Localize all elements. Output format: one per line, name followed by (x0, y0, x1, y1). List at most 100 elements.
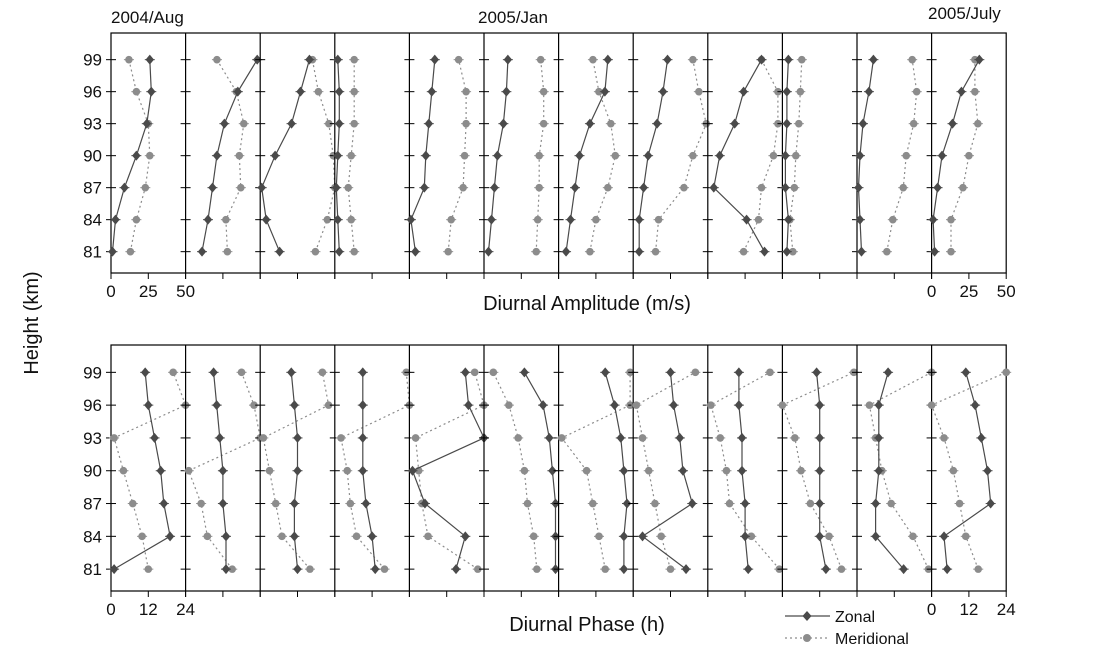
phase-meridional-point (638, 434, 647, 442)
phase-zonal-point (548, 465, 557, 476)
amp-meridional-point (535, 151, 544, 160)
phase-zonal-point (688, 498, 697, 509)
amp-meridional-point (213, 55, 221, 64)
phase-zonal-point (619, 531, 629, 542)
phase-meridional-point (119, 466, 128, 475)
amp-meridional-point (532, 247, 541, 256)
amp-meridional-point (444, 247, 452, 256)
amp-meridional-point (350, 119, 358, 128)
phase-zonal-point (619, 564, 629, 575)
amp-y-tick-label: 96 (83, 83, 102, 102)
amp-zonal-point (212, 150, 222, 161)
phase-meridional-point (927, 401, 936, 409)
amp-panel-8 (628, 33, 712, 279)
amp-zonal-point (570, 182, 580, 193)
phase-zonal-point (215, 432, 224, 443)
amp-zonal-point (257, 182, 266, 193)
phase-meridional-point (144, 565, 153, 573)
amp-x-tick-label: 0 (106, 282, 115, 301)
phase-zonal-point (144, 400, 153, 411)
phase-zonal-point (616, 432, 625, 443)
phase-zonal-point (622, 498, 632, 509)
phase-zonal-point (874, 400, 883, 411)
amp-meridional-point (347, 215, 356, 224)
phase-meridional-point (169, 368, 177, 377)
phase-zonal-point (221, 564, 231, 575)
phase-meridional-point (197, 499, 205, 508)
amp-zonal-point (305, 54, 314, 65)
phase-meridional-point (352, 532, 361, 541)
phase-meridional-point (265, 466, 274, 475)
phase-y-tick-label: 96 (83, 396, 102, 415)
amp-zonal-point (108, 246, 117, 257)
amp-meridional-point (462, 87, 470, 96)
phase-zonal-point (358, 432, 367, 443)
amp-panel-12 (926, 33, 1007, 279)
amp-panel-6 (479, 33, 560, 279)
amp-zonal-point (930, 246, 939, 257)
amp-y-tick-label: 99 (83, 51, 102, 70)
amp-zonal-point (855, 150, 865, 161)
amp-meridional-point (883, 247, 891, 256)
amp-zonal-point (132, 150, 141, 161)
phase-zonal-point (290, 498, 299, 509)
amp-meridional-point (795, 119, 803, 128)
phase-zonal-point (209, 367, 218, 378)
phase-zonal-point (812, 367, 821, 378)
phase-zonal-point (815, 432, 824, 443)
amp-zonal-point (142, 118, 152, 129)
amp-meridional-point (586, 247, 594, 256)
phase-meridional-point (1002, 368, 1010, 377)
amp-zonal-point (566, 214, 575, 225)
phase-zonal-point (464, 400, 473, 411)
amp-meridional-point (908, 55, 917, 64)
phase-zonal-point (461, 367, 470, 378)
amp-zonal-point (275, 246, 284, 257)
amp-zonal-point (487, 214, 496, 225)
amp-zonal-point (715, 150, 724, 161)
amp-zonal-point (730, 118, 739, 129)
phase-zonal-point (367, 531, 377, 542)
amp-zonal-point (335, 246, 344, 257)
phase-zonal-point (358, 367, 367, 378)
amp-zonal-point (782, 118, 792, 129)
amp-zonal-point (406, 214, 416, 225)
amp-x-tick-label: 25 (139, 282, 158, 301)
phase-x-tick-label: 24 (997, 600, 1016, 619)
phase-zonal-point (140, 367, 150, 378)
amp-meridional-point (651, 247, 660, 256)
phase-zonal-point (545, 432, 554, 443)
legend: Zonal Meridional (785, 609, 909, 648)
phase-meridional-point (651, 499, 659, 508)
amp-zonal-point (864, 86, 874, 97)
phase-meridional-point (514, 434, 522, 442)
phase-panel-6 (479, 345, 561, 597)
phase-zonal-point (212, 400, 221, 411)
phase-panel-12 (926, 345, 1012, 597)
phase-zonal-point (821, 564, 831, 575)
phase-zonal-point (734, 367, 744, 378)
phase-panel-4 (329, 345, 415, 597)
amp-meridional-point (454, 55, 463, 64)
amp-meridional-point (350, 55, 358, 64)
phase-meridional-point (203, 532, 212, 541)
amp-zonal-point (111, 214, 120, 225)
amp-panel-7 (553, 33, 634, 279)
amp-panel-4 (329, 33, 410, 279)
amp-meridional-point (126, 247, 135, 256)
amp-zonal-point (709, 182, 718, 193)
phase-y-tick-label: 84 (83, 527, 102, 546)
amp-zonal-point (421, 150, 431, 161)
amp-zonal-point (869, 54, 878, 65)
phase-meridional-point (138, 532, 146, 541)
phase-meridional-point (278, 532, 286, 541)
phase-meridional-point (128, 499, 137, 508)
amp-panel-9 (702, 33, 783, 279)
amp-meridional-point (611, 151, 620, 160)
phase-meridional-point (424, 532, 432, 541)
amp-zonal-point (757, 54, 766, 65)
amp-zonal-point (643, 150, 653, 161)
amp-meridional-point (695, 87, 703, 96)
amp-meridional-point (535, 183, 544, 192)
phase-meridional-point (707, 401, 715, 409)
